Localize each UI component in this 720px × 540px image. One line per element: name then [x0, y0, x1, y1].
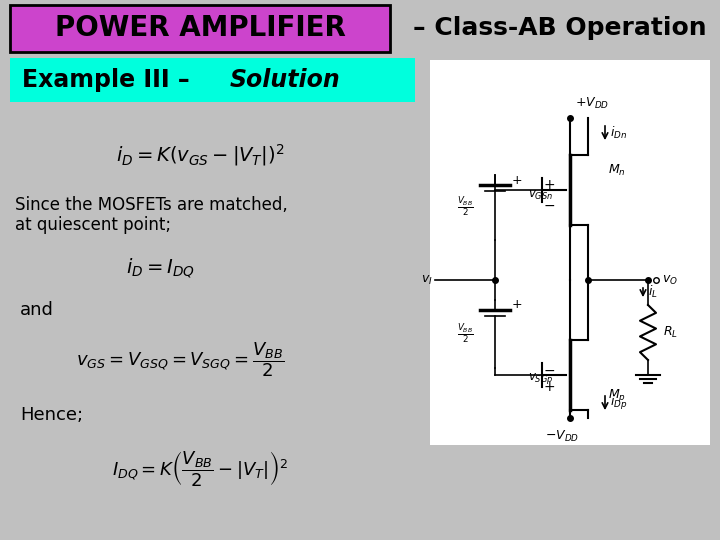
Text: +: + [544, 380, 555, 394]
Text: $v_O$: $v_O$ [662, 273, 678, 287]
Text: Hence;: Hence; [20, 406, 83, 424]
Text: – Class-AB Operation: – Class-AB Operation [413, 16, 707, 40]
Text: $i_{Dn}$: $i_{Dn}$ [610, 125, 627, 141]
Text: Since the MOSFETs are matched,: Since the MOSFETs are matched, [15, 196, 288, 214]
Text: $R_L$: $R_L$ [663, 325, 678, 340]
Text: $+V_{DD}$: $+V_{DD}$ [575, 96, 609, 111]
Text: at quiescent point;: at quiescent point; [15, 216, 171, 234]
Text: $i_L$: $i_L$ [648, 284, 658, 300]
Bar [430, 60, 710, 445]
Text: $i_D = I_{DQ}$: $i_D = I_{DQ}$ [125, 256, 194, 280]
Text: POWER AMPLIFIER: POWER AMPLIFIER [55, 14, 346, 42]
Text: $\frac{V_{BB}}{2}$: $\frac{V_{BB}}{2}$ [456, 195, 473, 219]
Text: +: + [544, 178, 555, 192]
Text: $I_{DQ} = K\left(\dfrac{V_{BB}}{2} - |V_T|\right)^{2}$: $I_{DQ} = K\left(\dfrac{V_{BB}}{2} - |V_… [112, 449, 289, 488]
Text: Solution: Solution [230, 68, 341, 92]
Text: $i_{Dp}$: $i_{Dp}$ [610, 394, 627, 412]
Text: $-$: $-$ [543, 363, 555, 377]
Text: and: and [20, 301, 54, 319]
Text: $-$: $-$ [543, 198, 555, 212]
Text: $\frac{V_{BB}}{2}$: $\frac{V_{BB}}{2}$ [456, 322, 473, 346]
Bar [10, 5, 390, 52]
Text: $v_I$: $v_I$ [421, 273, 433, 287]
Text: Example III –: Example III – [22, 68, 198, 92]
Text: +: + [512, 299, 523, 312]
Text: $v_{GSn}$: $v_{GSn}$ [528, 188, 553, 201]
Text: $-V_{DD}$: $-V_{DD}$ [545, 428, 579, 443]
Text: $v_{SGp}$: $v_{SGp}$ [528, 370, 553, 386]
Text: $i_D = K(v_{GS} - |V_T|)^2$: $i_D = K(v_{GS} - |V_T|)^2$ [116, 142, 284, 168]
Text: $M_p$: $M_p$ [608, 387, 626, 403]
Bar [10, 58, 415, 102]
Text: +: + [512, 173, 523, 186]
Text: $M_n$: $M_n$ [608, 163, 626, 178]
Text: $v_{GS} = V_{GSQ} = V_{SGQ} = \dfrac{V_{BB}}{2}$: $v_{GS} = V_{GSQ} = V_{SGQ} = \dfrac{V_{… [76, 341, 284, 379]
